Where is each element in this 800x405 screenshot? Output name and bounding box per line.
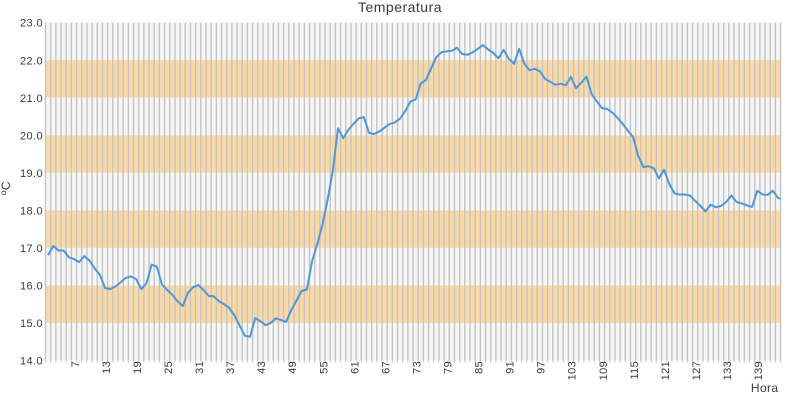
svg-text:23.0: 23.0 [20,18,43,30]
svg-text:25: 25 [163,361,175,374]
svg-text:Temperatura: Temperatura [358,0,442,15]
svg-text:18.0: 18.0 [20,206,43,218]
svg-text:21.0: 21.0 [20,93,43,105]
svg-text:49: 49 [287,361,299,374]
svg-text:15.0: 15.0 [20,318,43,330]
svg-text:19.0: 19.0 [20,168,43,180]
svg-text:109: 109 [598,361,610,381]
svg-text:85: 85 [474,361,486,374]
svg-text:139: 139 [753,361,765,381]
svg-text:14.0: 14.0 [20,356,43,368]
svg-text:17.0: 17.0 [20,243,43,255]
svg-text:79: 79 [443,361,455,374]
svg-text:73: 73 [411,361,423,374]
svg-text:22.0: 22.0 [20,55,43,67]
svg-text:7: 7 [70,361,82,368]
svg-text:43: 43 [256,361,268,374]
svg-text:133: 133 [722,361,734,381]
svg-text:55: 55 [318,361,330,374]
svg-text:19: 19 [132,361,144,374]
svg-text:Hora: Hora [751,381,779,395]
svg-text:127: 127 [691,361,703,381]
svg-text:ºC: ºC [0,181,13,195]
svg-text:16.0: 16.0 [20,281,43,293]
svg-text:13: 13 [101,361,113,374]
svg-text:20.0: 20.0 [20,130,43,142]
svg-text:37: 37 [225,361,237,374]
svg-text:61: 61 [349,361,361,374]
svg-text:103: 103 [567,361,579,381]
svg-text:115: 115 [629,361,641,380]
svg-text:97: 97 [536,361,548,374]
svg-text:31: 31 [194,361,206,374]
svg-text:67: 67 [380,361,392,374]
svg-text:121: 121 [660,361,672,381]
svg-text:91: 91 [505,361,517,374]
